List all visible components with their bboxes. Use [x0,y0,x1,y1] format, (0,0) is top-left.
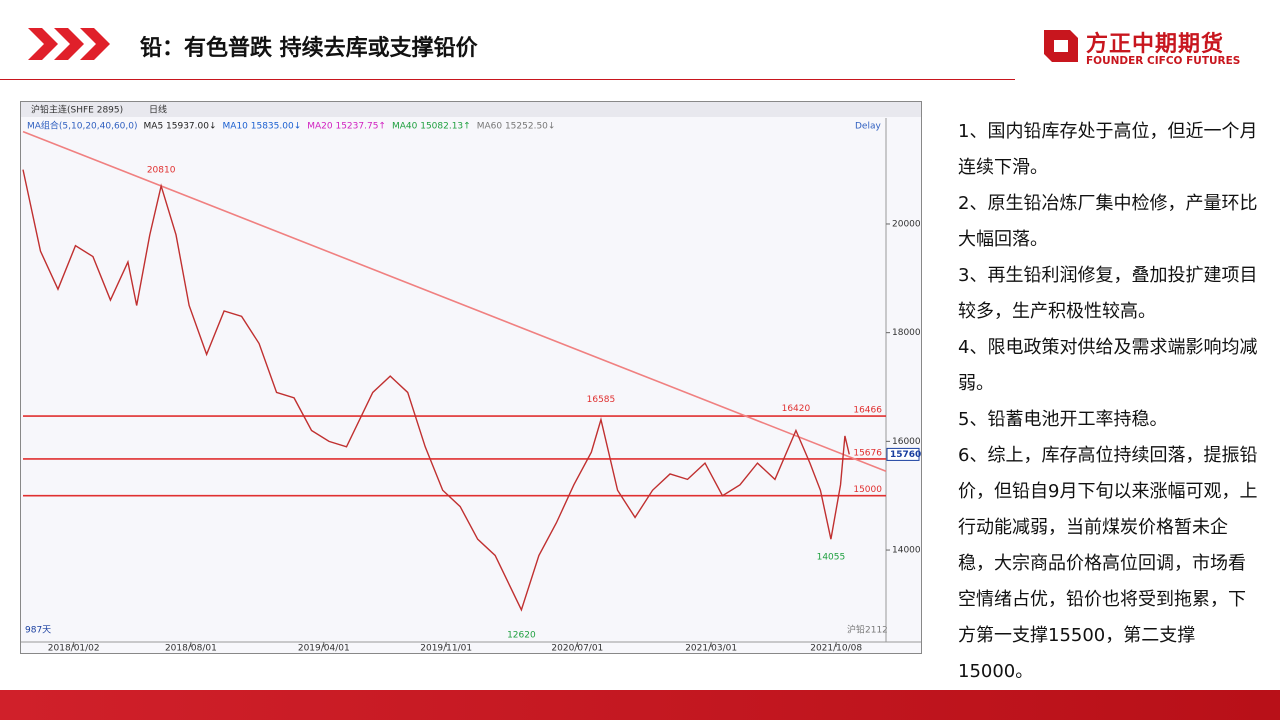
annotation: 16585 [587,395,616,405]
chart: 沪铅主连(SHFE 2895) 日线 MA组合(5,10,20,40,60,0) MA… [20,101,922,654]
ma-label: MA组合(5,10,20,40,60,0) [27,120,138,132]
annotation: 12620 [507,631,536,641]
ma-label: MA60 15252.50↓ [477,122,556,132]
annotation: 16420 [782,404,811,414]
annotation: 20810 [147,165,176,175]
slide-title: 铅：有色普跌 持续去库或支撑铅价 [140,36,478,61]
notes: 1、国内铅库存处于高位，但近一个月连续下滑。 2、原生铅冶炼厂集中检修，产量环比大… [958,114,1258,690]
note: 3、再生铅利润修复，叠加投扩建项目较多，生产积极性较高。 [958,265,1258,322]
footer-bar [0,690,1280,720]
x-tick-label: 2019/11/01 [420,644,472,654]
price-line [22,169,850,612]
note: 1、国内铅库存处于高位，但近一个月连续下滑。 [958,121,1258,178]
toolbar-item: 日线 [149,104,167,116]
bars-label: 987天 [25,626,51,636]
logo-text: 方正中期期货 [1086,32,1225,57]
note: 6、综上，库存高位持续回落，提振铅价，但铅自9月下旬以来涨幅可观，上行动能减弱，… [958,445,1258,682]
x-tick-label: 2020/07/01 [551,644,603,654]
header-rule [0,79,1015,80]
x-tick-label: 2019/04/01 [298,644,350,654]
y-tick-label: 16000 [892,437,921,447]
level-label: 15000 [853,485,882,495]
ma-label: MA5 15937.00↓ [144,122,217,132]
annotation: 14055 [817,553,846,563]
toolbar-item: 沪铅主连(SHFE 2895) [31,104,123,116]
x-tick-label: 2018/08/01 [165,644,217,654]
ma-label: MA20 15237.75↑ [307,122,386,132]
y-tick-label: 14000 [892,546,921,556]
trendline [22,130,887,472]
level-label: 16466 [853,406,882,416]
ma-label: MA40 15082.13↑ [392,122,471,132]
y-tick-label: 18000 [892,328,921,338]
chevrons [28,28,110,60]
last-price: 15760 [890,450,921,460]
note: 2、原生铅冶炼厂集中检修，产量环比大幅回落。 [958,193,1258,250]
level-label: 15676 [853,448,882,458]
last-price-box [886,447,920,461]
x-tick-label: 2021/03/01 [685,644,737,654]
logo-subtext: FOUNDER CIFCO FUTURES [1086,55,1241,67]
contract-label: 沪铅2112 [847,624,888,636]
ma-label: MA10 15835.00↓ [223,122,302,132]
toolbar-bg [21,102,921,117]
note: 4、限电政策对供给及需求端影响均减弱。 [958,337,1258,394]
note: 5、铅蓄电池开工率持稳。 [958,409,1168,430]
logo-icon [1044,30,1078,62]
delay-label: Delay [855,122,881,132]
x-tick-label: 2021/10/08 [810,644,862,654]
x-tick-label: 2018/01/02 [48,644,100,654]
y-tick-label: 20000 [892,219,921,229]
